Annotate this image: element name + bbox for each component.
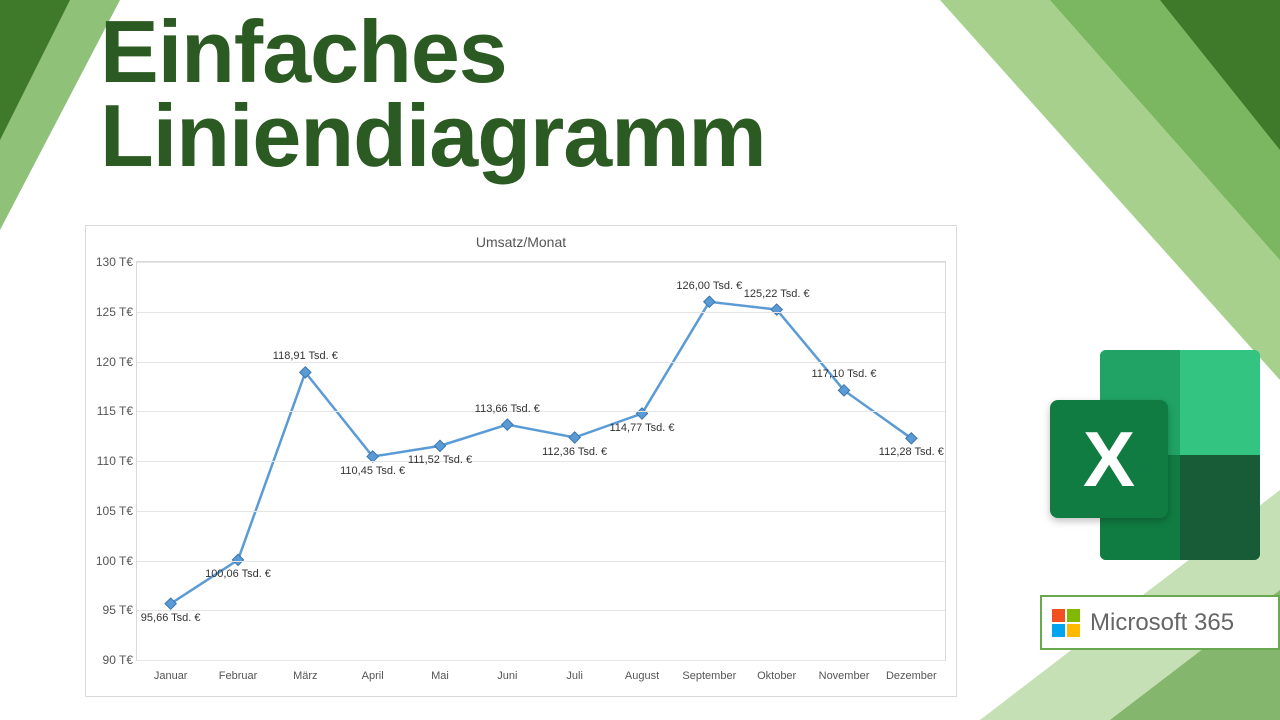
y-axis-tick: 110 T€ [89, 454, 133, 468]
slide-stage: Einfaches Liniendiagramm Umsatz/Monat 90… [0, 0, 1280, 720]
excel-x-badge: X [1050, 400, 1168, 518]
x-axis-tick: März [293, 670, 317, 682]
data-label: 112,36 Tsd. € [542, 446, 607, 458]
data-label: 113,66 Tsd. € [475, 403, 540, 415]
data-label: 110,45 Tsd. € [340, 465, 405, 477]
x-axis-tick: Oktober [757, 670, 796, 682]
microsoft-365-text: Microsoft 365 [1090, 609, 1234, 637]
y-axis-tick: 95 T€ [89, 603, 133, 617]
y-axis-tick: 105 T€ [89, 504, 133, 518]
data-label: 112,28 Tsd. € [879, 446, 944, 458]
chart-title: Umsatz/Monat [86, 234, 956, 250]
x-axis-tick: Mai [431, 670, 449, 682]
y-axis-tick: 115 T€ [89, 404, 133, 418]
line-chart: Umsatz/Monat 90 T€95 T€100 T€105 T€110 T… [85, 225, 957, 697]
slide-title: Einfaches Liniendiagramm [100, 10, 766, 177]
microsoft-logo-icon [1052, 609, 1080, 637]
data-label: 100,06 Tsd. € [205, 568, 271, 580]
excel-letter: X [1083, 414, 1135, 505]
data-label: 117,10 Tsd. € [811, 368, 876, 380]
data-label: 95,66 Tsd. € [141, 612, 201, 624]
data-label: 126,00 Tsd. € [676, 280, 742, 292]
y-axis-tick: 120 T€ [89, 355, 133, 369]
x-axis-tick: Juli [566, 670, 583, 682]
excel-icon: X [1050, 350, 1260, 560]
x-axis-tick: August [625, 670, 659, 682]
plot-area: 90 T€95 T€100 T€105 T€110 T€115 T€120 T€… [136, 261, 946, 661]
y-axis-tick: 130 T€ [89, 255, 133, 269]
x-axis-tick: September [682, 670, 736, 682]
microsoft-365-badge: Microsoft 365 [1040, 595, 1280, 650]
x-axis-tick: November [819, 670, 870, 682]
y-axis-tick: 125 T€ [89, 305, 133, 319]
data-label: 118,91 Tsd. € [273, 350, 338, 362]
data-label: 114,77 Tsd. € [609, 422, 674, 434]
x-axis-tick: April [362, 670, 384, 682]
x-axis-tick: Juni [497, 670, 517, 682]
y-axis-tick: 90 T€ [89, 653, 133, 667]
x-axis-tick: Februar [219, 670, 258, 682]
x-axis-tick: Januar [154, 670, 188, 682]
x-axis-tick: Dezember [886, 670, 937, 682]
data-label: 125,22 Tsd. € [744, 288, 810, 300]
y-axis-tick: 100 T€ [89, 554, 133, 568]
data-label: 111,52 Tsd. € [408, 454, 472, 466]
title-line-2: Liniendiagramm [100, 86, 766, 185]
